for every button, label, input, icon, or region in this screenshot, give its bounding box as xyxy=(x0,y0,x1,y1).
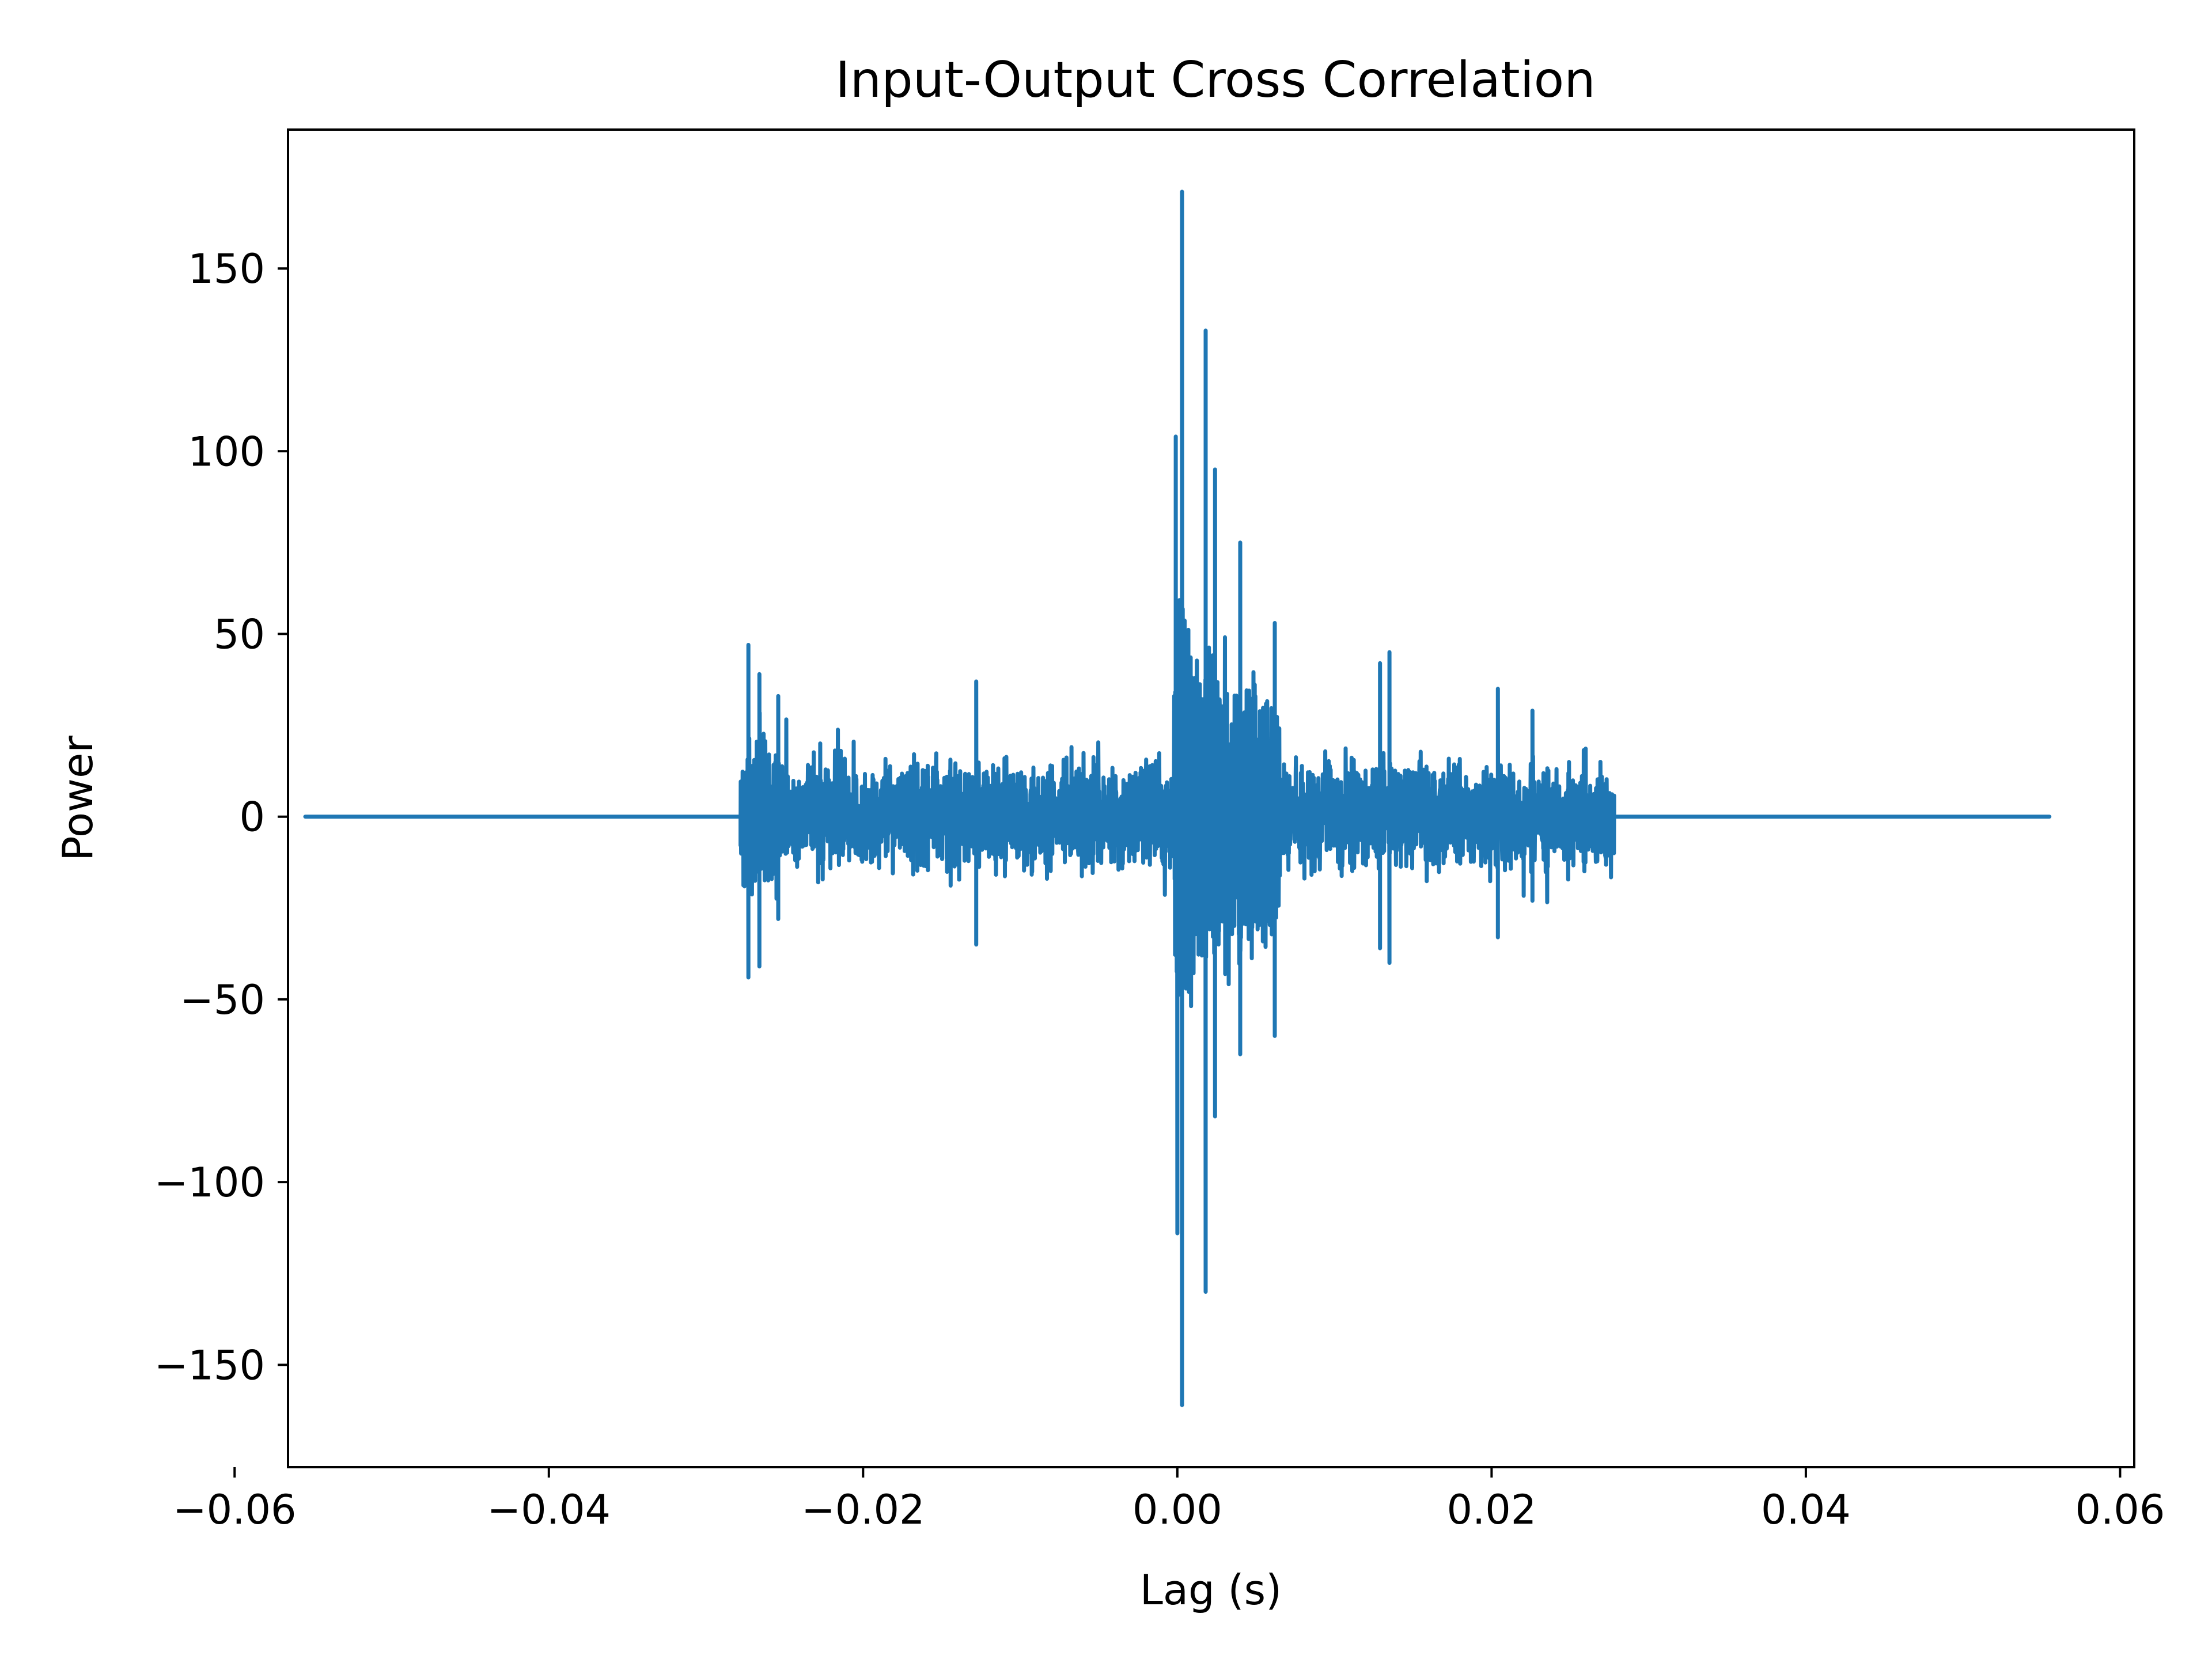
cross-correlation-line xyxy=(303,190,2052,1407)
x-tick-label: −0.04 xyxy=(487,1486,611,1533)
y-tick-label: 50 xyxy=(214,611,265,658)
x-tick-label: −0.02 xyxy=(801,1486,925,1533)
x-axis: −0.06 −0.04 −0.02 0.00 0.02 0.04 0.06 xyxy=(173,1467,2165,1533)
x-tick-label: 0.06 xyxy=(2075,1486,2165,1533)
x-tick-label: 0.04 xyxy=(1761,1486,1851,1533)
y-tick-label: −100 xyxy=(154,1159,265,1206)
x-tick-label: −0.06 xyxy=(173,1486,297,1533)
chart-title: Input-Output Cross Correlation xyxy=(835,51,1595,109)
y-axis-label: Power xyxy=(54,736,102,861)
y-tick-label: 150 xyxy=(188,245,265,293)
x-tick-label: 0.00 xyxy=(1132,1486,1222,1533)
plot-area xyxy=(303,190,2052,1407)
x-tick-label: 0.02 xyxy=(1446,1486,1536,1533)
plot-frame xyxy=(287,128,2135,1468)
y-tick-label: −50 xyxy=(180,976,265,1024)
y-tick-label: −150 xyxy=(154,1342,265,1389)
x-axis-label: Lag (s) xyxy=(1140,1566,1282,1614)
y-tick-label: 100 xyxy=(188,428,265,475)
y-tick-label: 0 xyxy=(239,794,265,841)
y-axis: 150 100 50 0 −50 −100 −150 xyxy=(154,245,288,1389)
